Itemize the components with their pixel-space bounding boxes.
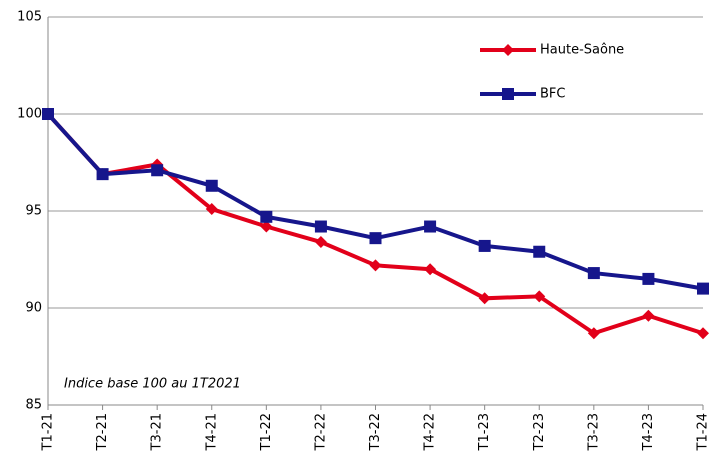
- x-tick-label: T1-22: [259, 413, 274, 451]
- point: [206, 180, 218, 192]
- x-tick-label: T4-21: [204, 413, 219, 451]
- x-tick-label: T2-22: [313, 413, 328, 451]
- x-tick-label: T1-24: [696, 413, 709, 451]
- legend-label: Haute-Saône: [540, 43, 624, 58]
- point: [424, 221, 436, 233]
- point: [151, 164, 163, 176]
- point: [370, 232, 382, 244]
- point: [642, 273, 654, 285]
- point: [588, 267, 600, 279]
- legend-label: BFC: [540, 87, 565, 102]
- annotation: Indice base 100 au 1T2021: [64, 377, 241, 392]
- x-tick-label: T2-21: [95, 413, 110, 451]
- x-tick-label: T4-23: [641, 413, 656, 451]
- x-tick-label: T1-23: [477, 413, 492, 451]
- point: [479, 240, 491, 252]
- point: [42, 108, 54, 120]
- y-tick-label: 90: [25, 301, 42, 316]
- x-tick-label: T3-21: [150, 413, 165, 451]
- point: [97, 168, 109, 180]
- x-tick-label: T2-23: [532, 413, 547, 451]
- x-tick-label: T4-22: [423, 413, 438, 451]
- x-tick-label: T1-21: [41, 413, 56, 451]
- y-tick-label: 85: [25, 398, 42, 413]
- y-tick-label: 105: [17, 10, 42, 25]
- point: [533, 246, 545, 258]
- legend-marker: [502, 88, 514, 100]
- point: [315, 221, 327, 233]
- x-tick-label: T3-22: [368, 413, 383, 451]
- point: [697, 283, 709, 295]
- y-tick-label: 95: [25, 204, 42, 219]
- point: [260, 211, 272, 223]
- x-tick-label: T3-23: [586, 413, 601, 451]
- y-tick-label: 100: [17, 107, 42, 122]
